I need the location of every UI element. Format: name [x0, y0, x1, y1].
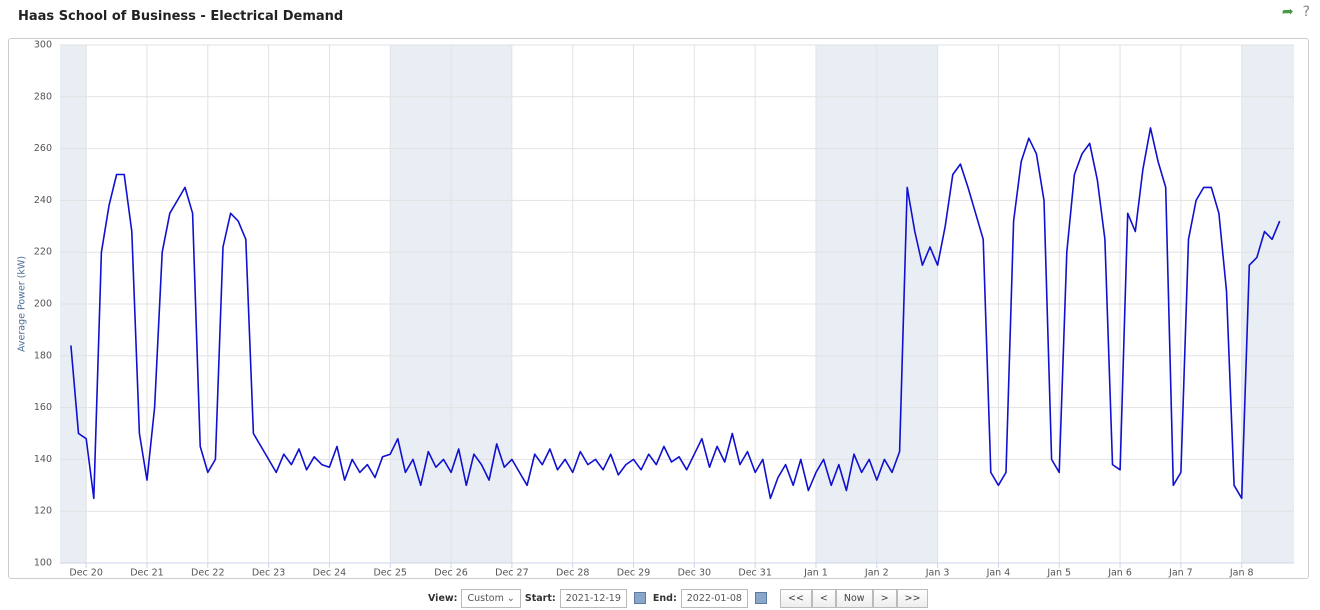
x-tick-label: Dec 28: [556, 568, 590, 579]
view-select[interactable]: Custom ⌄: [461, 588, 521, 608]
nav-button[interactable]: Now: [835, 588, 873, 608]
nav-button[interactable]: >: [872, 588, 897, 608]
x-tick-label: Dec 21: [130, 568, 164, 579]
x-tick-label: Dec 26: [434, 568, 468, 579]
nav-button[interactable]: <<: [779, 588, 812, 608]
y-tick-label: 280: [34, 91, 52, 102]
chart-frame: [8, 38, 1309, 579]
y-axis-label: Average Power (kW): [17, 256, 28, 352]
x-tick-label: Jan 4: [986, 568, 1011, 579]
end-input[interactable]: 2022-01-08: [680, 588, 748, 608]
export-icon[interactable]: ➦: [1281, 4, 1294, 20]
view-value: Custom: [467, 592, 504, 604]
x-tick-label: Dec 27: [495, 568, 529, 579]
chart: 100 120 140 160 180 200 220 240 260 280 300 Dec 20 D…: [17, 40, 1294, 579]
x-tick-label: Dec 24: [313, 568, 347, 579]
y-tick-label: 300: [34, 40, 52, 51]
start-calendar[interactable]: [633, 592, 646, 604]
x-tick-label: Jan 8: [1229, 568, 1254, 579]
y-tick-label: 100: [34, 558, 52, 569]
y-tick-label: 160: [34, 402, 52, 413]
x-tick-label: Dec 29: [617, 568, 651, 579]
page-title: Haas School of Business - Electrical Dem…: [18, 9, 344, 24]
y-tick-label: 240: [34, 195, 52, 206]
y-tick-label: 140: [34, 454, 52, 465]
controls: View: Custom ⌄ Start: 2021-12-19 End: 20…: [428, 587, 929, 609]
toolbar-icons: ➦ ?: [1282, 4, 1310, 20]
y-tick-label: 180: [34, 350, 52, 361]
end-calendar[interactable]: [754, 592, 767, 604]
x-tick-label: Dec 20: [69, 568, 103, 579]
y-tick-label: 220: [34, 247, 52, 258]
nav-button[interactable]: >>: [896, 588, 929, 608]
x-tick-label: Jan 6: [1107, 568, 1132, 579]
y-tick-label: 260: [34, 143, 52, 154]
start-label: Start:: [524, 592, 556, 604]
nav-buttons: << < Now > >>: [779, 588, 929, 608]
x-tick-label: Jan 7: [1168, 568, 1193, 579]
x-tick-label: Dec 25: [373, 568, 407, 579]
x-tick-label: Dec 23: [252, 568, 286, 579]
help-icon[interactable]: ?: [1302, 4, 1310, 20]
x-tick-label: Dec 22: [191, 568, 225, 579]
y-tick-label: 120: [34, 506, 52, 517]
x-tick-label: Jan 1: [803, 568, 828, 579]
end-label: End:: [652, 592, 677, 604]
x-tick-label: Jan 3: [925, 568, 950, 579]
x-tick-label: Jan 2: [864, 568, 889, 579]
x-tick-label: Jan 5: [1046, 568, 1071, 579]
line-series: [70, 127, 1281, 500]
start-input[interactable]: 2021-12-19: [559, 588, 627, 608]
view-label: View:: [428, 592, 458, 604]
x-tick-label: Dec 30: [678, 568, 712, 579]
x-tick-label: Dec 31: [738, 568, 772, 579]
y-tick-label: 200: [34, 299, 52, 310]
nav-button[interactable]: <: [811, 588, 836, 608]
